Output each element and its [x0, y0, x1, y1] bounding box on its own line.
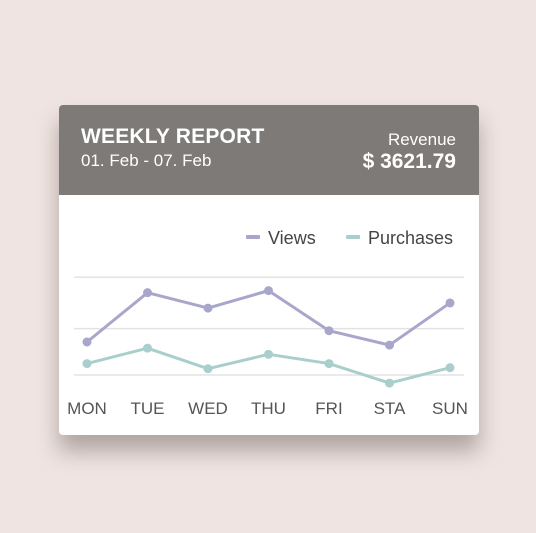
legend-views-label[interactable]: Views: [268, 228, 316, 248]
data-point-views[interactable]: [385, 340, 394, 350]
data-point-purchases[interactable]: [264, 349, 273, 359]
x-tick-label: FRI: [315, 399, 342, 418]
data-point-views[interactable]: [203, 303, 213, 313]
chart-grid: [74, 276, 464, 376]
data-point-views[interactable]: [264, 286, 273, 296]
report-title: WEEKLY REPORT: [81, 125, 265, 148]
x-tick-label: SUN: [432, 399, 468, 418]
report-date-range: 01. Feb - 07. Feb: [81, 151, 212, 170]
revenue-label: Revenue: [387, 130, 456, 149]
data-point-views[interactable]: [82, 337, 92, 347]
x-tick-label: WED: [188, 399, 228, 418]
data-point-purchases[interactable]: [445, 363, 455, 373]
data-point-purchases[interactable]: [324, 359, 334, 369]
data-point-purchases[interactable]: [203, 364, 213, 374]
report-header: WEEKLY REPORT 01. Feb - 07. Feb Revenue …: [59, 105, 479, 195]
data-point-views[interactable]: [324, 326, 334, 336]
chart-series: [82, 286, 455, 388]
legend-purchases-label[interactable]: Purchases: [368, 228, 453, 248]
legend-views-swatch: [246, 235, 260, 239]
data-point-purchases[interactable]: [385, 378, 394, 388]
series-line-views: [86, 289, 451, 347]
data-point-purchases[interactable]: [143, 343, 152, 353]
legend-purchases-swatch: [346, 235, 360, 239]
x-tick-label: STA: [374, 399, 406, 418]
chart-legend: Views Purchases: [246, 228, 453, 248]
x-axis-ticks: MON TUE WED THU FRI STA SUN: [67, 399, 468, 418]
data-point-views[interactable]: [143, 288, 152, 298]
x-tick-label: TUE: [131, 399, 165, 418]
revenue-value: $ 3621.79: [362, 150, 456, 173]
x-tick-label: THU: [251, 399, 286, 418]
weekly-report-card: WEEKLY REPORT 01. Feb - 07. Feb Revenue …: [59, 105, 479, 435]
line-chart: Views Purchases MON TUE WED THU FRI STA SUN: [67, 228, 468, 418]
data-point-views[interactable]: [445, 298, 455, 308]
x-tick-label: MON: [67, 399, 107, 418]
data-point-purchases[interactable]: [82, 359, 92, 369]
